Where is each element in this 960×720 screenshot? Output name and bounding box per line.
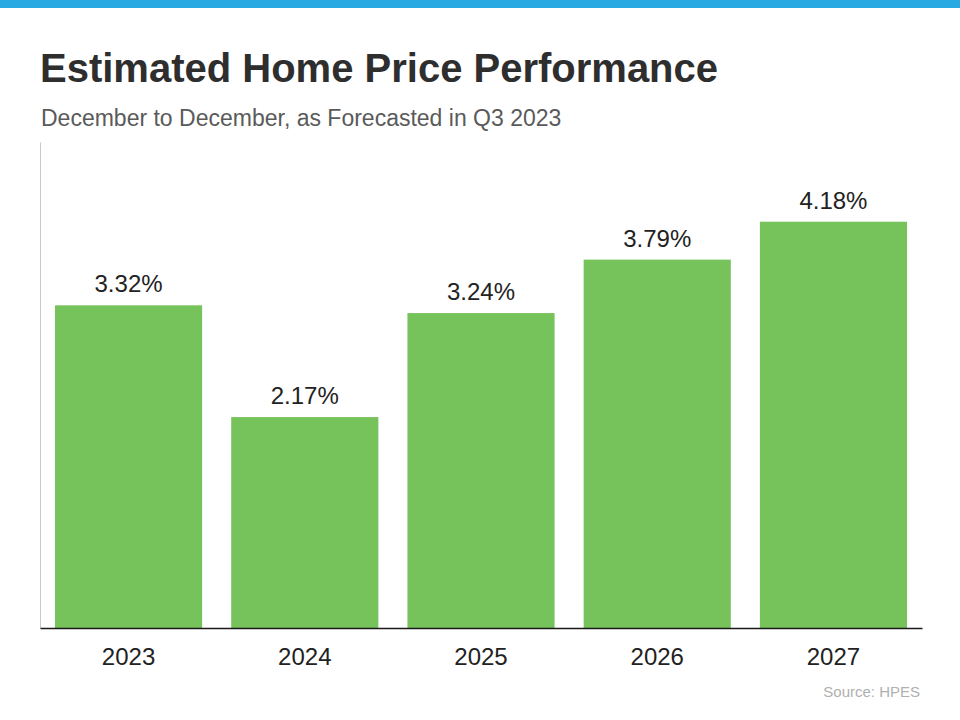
x-tick-label: 2023 [102,643,155,670]
x-axis: 2023 2024 2025 2026 2027 [41,628,923,670]
data-label: 3.24% [447,278,515,305]
x-tick: 2026 [631,628,684,670]
x-tick: 2023 [102,628,155,670]
bar [407,313,554,628]
x-tick-label: 2024 [278,643,331,670]
x-tick: 2027 [807,628,860,670]
x-tick-label: 2027 [807,643,860,670]
data-labels: 3.32% 2.17% 3.24% 3.79% 4.18% [95,187,868,409]
data-label: 2.17% [271,382,339,409]
x-tick: 2024 [278,628,331,670]
data-label: 3.79% [623,225,691,252]
x-tick-label: 2026 [631,643,684,670]
bar [760,222,907,628]
chart-svg: Estimated Home Price Performance December… [0,0,960,720]
source: Source: HPES [823,683,920,700]
bar [231,417,378,628]
y-axis-line [40,143,41,629]
top-strip [0,0,960,8]
x-tick-label: 2025 [454,643,507,670]
data-label: 3.32% [95,270,163,297]
bar [584,260,731,628]
subtitle: December to December, as Forecasted in Q… [41,105,561,131]
x-axis-line [41,628,923,630]
bar [55,305,202,628]
x-tick: 2025 [454,628,507,670]
bars [55,222,907,628]
y-axis [40,143,41,629]
title: Estimated Home Price Performance [40,46,718,90]
data-label: 4.18% [799,187,867,214]
